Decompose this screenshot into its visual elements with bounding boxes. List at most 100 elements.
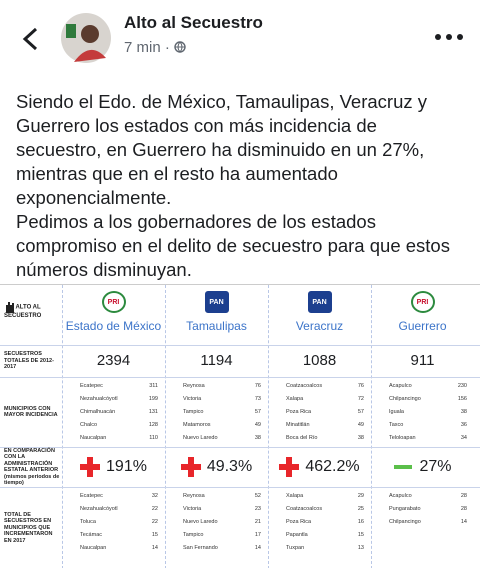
row-label-text: SECUESTROS TOTALES DE 2012-2017 [4,351,54,371]
municipality: Chilpancingo [389,396,421,402]
total-kidnappings: 1088 [302,352,337,369]
paragraph: Siendo el Edo. de México, Tamaulipas, Ve… [16,91,427,208]
party-logo: PAN [307,291,332,313]
municipality-count: 57 [254,409,261,415]
municipality: Xalapa [286,493,304,499]
municipality-count: 22 [151,506,158,512]
globe-icon [174,41,186,53]
state-name: Estado de México [65,319,162,333]
column-divider [62,285,63,568]
row-label-text: TOTAL DE SECUESTROS EN MUNICIPIOS QUE IN… [4,511,53,544]
municipality: Chilpancingo [389,519,421,525]
municipality: Ecatepec [80,383,103,389]
municipality: Ecatepec [80,493,103,499]
party-logo: PRI [101,291,126,313]
change-percent: 462.2% [305,458,360,475]
state-name: Guerrero [398,319,447,333]
municipality: Iguala [389,409,404,415]
municipality: Coatzacoalcos [286,383,323,389]
municipality-count: 110 [149,435,158,441]
municipality-count: 15 [357,532,364,538]
party-logo: PAN [204,291,229,313]
municipality-count: 49 [357,422,364,428]
municipality-count: 73 [254,396,261,402]
municipality: Poza Rica [286,519,312,525]
municipality: Reynosa [183,493,205,499]
municipality: Tuxpan [286,545,305,551]
municipality-count: 128 [148,422,158,428]
municipality-count: 131 [148,409,158,415]
party-name: PRI [416,298,429,306]
municipality-count: 311 [149,383,158,389]
municipality: Tampico [183,532,204,538]
municipality: Coatzacoalcos [286,506,323,512]
state-name: Tamaulipas [186,319,247,333]
municipality: Tecámac [80,532,103,538]
municipality: Nezahualcóyotl [80,506,118,512]
total-kidnappings: 2394 [96,352,131,369]
municipality: San Fernando [183,545,218,551]
back-button[interactable] [20,26,42,52]
municipality: Victoria [183,396,202,402]
municipality-count: 38 [460,409,467,415]
municipality: Pungarabato [389,506,421,512]
brand-name: ALTO AL SECUESTRO [4,304,42,319]
municipality-count: 22 [151,519,158,525]
municipality: Chimalhuacán [80,409,116,415]
avatar[interactable] [60,12,112,64]
municipality-count: 28 [460,493,467,499]
column-divider [371,285,372,568]
municipality-count: 72 [357,396,364,402]
municipality: Xalapa [286,396,304,402]
row-divider [0,487,480,488]
row-label-text: EN COMPARACIÓN CON LA ADMINISTRACIÓN EST… [4,447,60,487]
row-label: SECUESTROS TOTALES DE 2012-2017 [4,345,60,377]
municipality: Matamoros [183,422,211,428]
trend-icon [80,457,101,477]
more-button[interactable] [434,32,464,42]
municipality-count: 38 [254,435,261,441]
municipality-count: 52 [254,493,261,499]
municipality-count: 17 [254,532,261,538]
municipality-count: 57 [357,409,364,415]
municipality: Papantla [286,532,308,538]
municipality: Minatitlán [286,422,310,428]
municipality-count: 14 [254,545,261,551]
municipality-count: 16 [357,519,364,525]
municipality-count: 13 [357,545,364,551]
municipality: Reynosa [183,383,205,389]
row-label: EN COMPARACIÓN CON LA ADMINISTRACIÓN EST… [4,447,60,487]
row-divider [0,447,480,448]
municipality-count: 38 [357,435,364,441]
municipality: Nuevo Laredo [183,435,218,441]
party-name: PRI [107,298,120,306]
municipality-count: 14 [460,519,467,525]
party-logo: PRI [410,291,435,313]
party-name: PAN [209,298,224,306]
municipality: Acapulco [389,383,412,389]
municipality: Victoria [183,506,202,512]
page-name[interactable]: Alto al Secuestro [124,13,263,32]
change-percent: 191% [106,458,147,475]
municipality: Toluca [80,519,96,525]
party-name: PAN [312,298,327,306]
municipality: Acapulco [389,493,412,499]
change-percent: 49.3% [206,458,253,475]
brand: ALTO AL SECUESTRO [4,301,62,319]
state-name: Veracruz [295,319,344,333]
column-divider [268,285,269,568]
municipality: Naucalpan [80,435,107,441]
hand-icon [6,302,14,313]
municipality: Tampico [183,409,204,415]
municipality-count: 156 [457,396,467,402]
municipality-count: 199 [148,396,158,402]
municipality-count: 23 [254,506,261,512]
municipality-count: 32 [151,493,158,499]
municipality: Naucalpan [80,545,107,551]
municipality-count: 230 [457,383,467,389]
municipality: Taxco [389,422,404,428]
municipality-count: 14 [151,545,158,551]
trend-icon [180,457,201,477]
post-text: Siendo el Edo. de México, Tamaulipas, Ve… [16,90,466,282]
